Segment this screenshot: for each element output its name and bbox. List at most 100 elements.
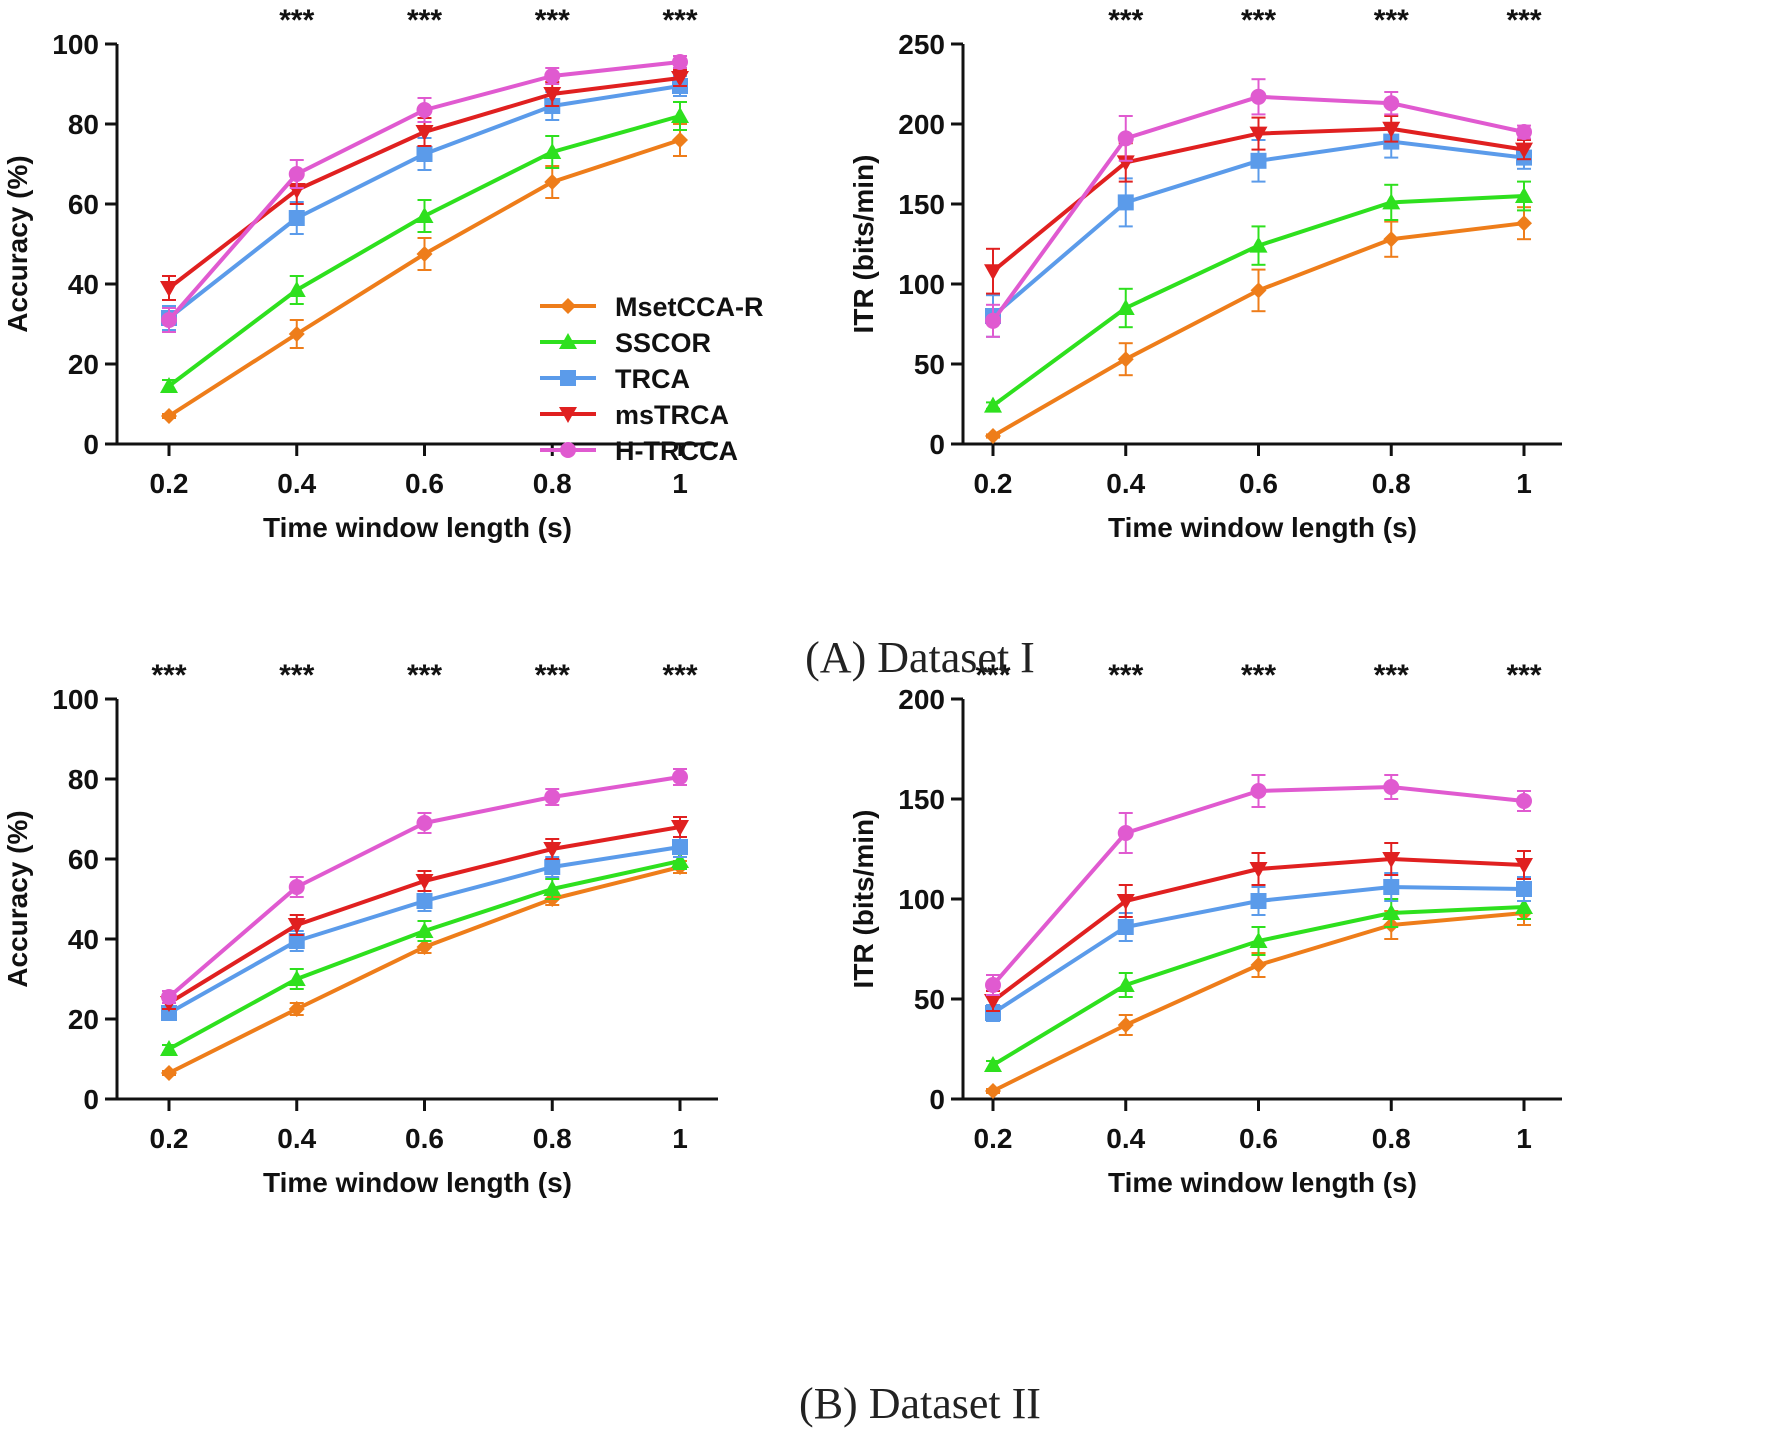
significance-marker: ***: [1108, 4, 1143, 37]
significance-marker: ***: [1108, 659, 1143, 692]
data-point: [1116, 299, 1135, 315]
legend-marker: [559, 407, 577, 423]
significance-marker: ***: [1374, 4, 1409, 37]
data-point: [1250, 282, 1267, 299]
significance-marker: ***: [535, 659, 570, 692]
significance-marker: ***: [279, 659, 314, 692]
data-point: [416, 146, 433, 162]
y-tick-label: 50: [914, 984, 945, 1015]
significance-marker: ***: [1374, 659, 1409, 692]
data-point: [161, 408, 177, 424]
data-point: [671, 852, 689, 868]
series-trca: [161, 836, 688, 1021]
data-point: [1117, 825, 1134, 841]
series-h-trcca: [161, 768, 688, 1005]
legend: MsetCCA-R SSCOR TRCA msTRCA H-TRCCA: [540, 292, 764, 466]
significance-marker: ***: [151, 659, 186, 692]
series-sscor: [984, 180, 1533, 413]
data-point: [1382, 904, 1401, 920]
x-tick-label: 0.6: [1239, 468, 1278, 499]
legend-marker: [559, 333, 577, 349]
panel-caption-b: (B) Dataset II: [799, 1379, 1041, 1428]
data-point: [161, 989, 177, 1005]
legend-label: TRCA: [615, 364, 690, 394]
x-axis-title: Time window length (s): [1108, 512, 1417, 543]
series-line: [167, 825, 681, 1005]
series-sscor: [160, 101, 689, 393]
data-point: [1515, 898, 1533, 914]
data-point: [543, 880, 562, 896]
data-point: [985, 977, 1001, 993]
x-tick-label: 1: [1516, 1123, 1532, 1154]
y-tick-label: 40: [68, 924, 99, 955]
data-point: [672, 132, 688, 148]
data-point: [1516, 881, 1532, 897]
x-tick-label: 0.2: [974, 1123, 1013, 1154]
y-tick-label: 80: [68, 764, 99, 795]
y-tick-label: 50: [914, 349, 945, 380]
data-point: [1250, 957, 1267, 973]
series-msetcca-r: [985, 206, 1532, 444]
data-point: [544, 68, 561, 84]
data-point: [416, 893, 433, 909]
data-point: [1117, 919, 1134, 935]
x-tick-label: 0.4: [277, 468, 316, 499]
legend-label: H-TRCCA: [615, 436, 738, 466]
data-point: [160, 281, 178, 297]
data-point: [984, 994, 1002, 1010]
series-mstrca: [984, 842, 1533, 1012]
data-point: [1515, 187, 1533, 203]
y-tick-label: 0: [929, 429, 945, 460]
data-point: [1250, 783, 1267, 799]
data-point: [287, 970, 306, 986]
data-point: [1383, 95, 1400, 112]
significance-marker: ***: [1506, 4, 1541, 37]
x-tick-label: 0.6: [405, 1123, 444, 1154]
data-point: [984, 264, 1002, 281]
y-tick-label: 60: [68, 844, 99, 875]
x-axis-title: Time window length (s): [263, 1167, 572, 1198]
data-point: [544, 859, 561, 875]
data-point: [416, 102, 433, 118]
chart-accuracy-dataset-2: 0 20 40 60 80 100 0.2 *** 0.4 *** 0.6 *** 0.8 *** 1 ***…: [2, 659, 718, 1198]
significance-marker: ***: [662, 4, 697, 37]
data-point: [1383, 879, 1400, 895]
data-point: [1250, 88, 1267, 105]
y-tick-label: 0: [929, 1084, 945, 1115]
x-tick-label: 0.8: [533, 1123, 572, 1154]
x-tick-label: 0.4: [277, 1123, 316, 1154]
data-point: [287, 281, 306, 297]
data-point: [1117, 1017, 1134, 1033]
data-point: [1117, 351, 1134, 368]
legend-item-sscor: SSCOR: [540, 328, 711, 358]
significance-marker: ***: [407, 4, 442, 37]
data-point: [544, 789, 561, 805]
data-point: [672, 54, 688, 70]
data-point: [985, 1005, 1001, 1021]
x-tick-label: 0.8: [533, 468, 572, 499]
series-trca: [985, 872, 1532, 1022]
data-point: [671, 820, 689, 836]
data-point: [415, 125, 434, 141]
significance-marker: ***: [1241, 4, 1276, 37]
series-h-trcca: [985, 78, 1532, 338]
legend-item-trca: TRCA: [540, 364, 690, 394]
data-point: [161, 312, 177, 328]
series-h-trcca: [161, 54, 688, 333]
series-mstrca: [984, 115, 1533, 295]
significance-marker: ***: [535, 4, 570, 37]
data-point: [415, 207, 434, 223]
data-point: [1382, 852, 1401, 868]
data-point: [287, 918, 306, 934]
data-point: [1250, 152, 1267, 169]
data-point: [1250, 893, 1267, 909]
x-tick-label: 0.8: [1372, 468, 1411, 499]
data-point: [672, 769, 688, 785]
x-tick-label: 0.6: [1239, 1123, 1278, 1154]
x-tick-label: 0.8: [1372, 1123, 1411, 1154]
data-point: [161, 1065, 177, 1081]
data-point: [1516, 124, 1532, 140]
data-point: [1117, 130, 1134, 147]
data-point: [1249, 126, 1268, 143]
